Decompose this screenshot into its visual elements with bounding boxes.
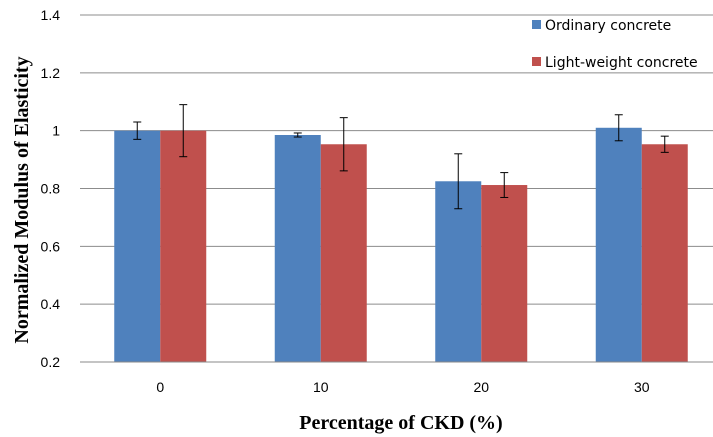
bars [114, 127, 688, 363]
error-bar [454, 153, 463, 210]
y-tick-label: 0.8 [41, 181, 61, 197]
bar-ordinary-0 [114, 130, 161, 362]
y-tick-label: 1 [52, 123, 60, 139]
legend-swatch-lightweight [532, 57, 541, 66]
error-bar [133, 121, 142, 140]
x-tick-label: 10 [313, 379, 329, 395]
error-bars [133, 104, 669, 210]
bar-ordinary-30 [595, 127, 642, 363]
error-bar [660, 135, 669, 153]
y-axis-ticks: 0.2 0.4 0.6 0.8 1 1.2 1.4 [41, 7, 61, 370]
x-axis-title: Percentage of CKD (%) [299, 412, 502, 434]
x-tick-label: 20 [473, 379, 489, 395]
legend-label-lightweight: Light-weight concrete [545, 55, 698, 71]
error-bar [339, 117, 348, 172]
error-bar [179, 104, 188, 158]
error-bar [614, 114, 623, 142]
legend: Ordinary concrete Light-weight concrete [532, 18, 698, 71]
y-tick-label: 1.2 [41, 65, 61, 81]
x-axis-ticks: 0 10 20 30 [156, 379, 649, 395]
bar-lightweight-20 [481, 185, 528, 362]
x-tick-label: 30 [634, 379, 650, 395]
y-axis-title: Normalized Modulus of Elasticity [11, 56, 33, 343]
x-tick-label: 0 [156, 379, 164, 395]
bar-lightweight-0 [160, 130, 207, 362]
bar-lightweight-30 [641, 144, 688, 362]
bar-lightweight-10 [320, 144, 367, 362]
y-tick-label: 0.4 [41, 296, 61, 312]
bar-ordinary-10 [274, 135, 321, 362]
y-tick-label: 0.2 [41, 354, 61, 370]
bar-ordinary-20 [435, 181, 482, 362]
error-bar [500, 172, 509, 198]
y-tick-label: 0.6 [41, 238, 61, 254]
legend-label-ordinary: Ordinary concrete [545, 18, 671, 34]
error-bar [293, 132, 302, 138]
y-tick-label: 1.4 [41, 7, 61, 23]
legend-swatch-ordinary [532, 20, 541, 29]
